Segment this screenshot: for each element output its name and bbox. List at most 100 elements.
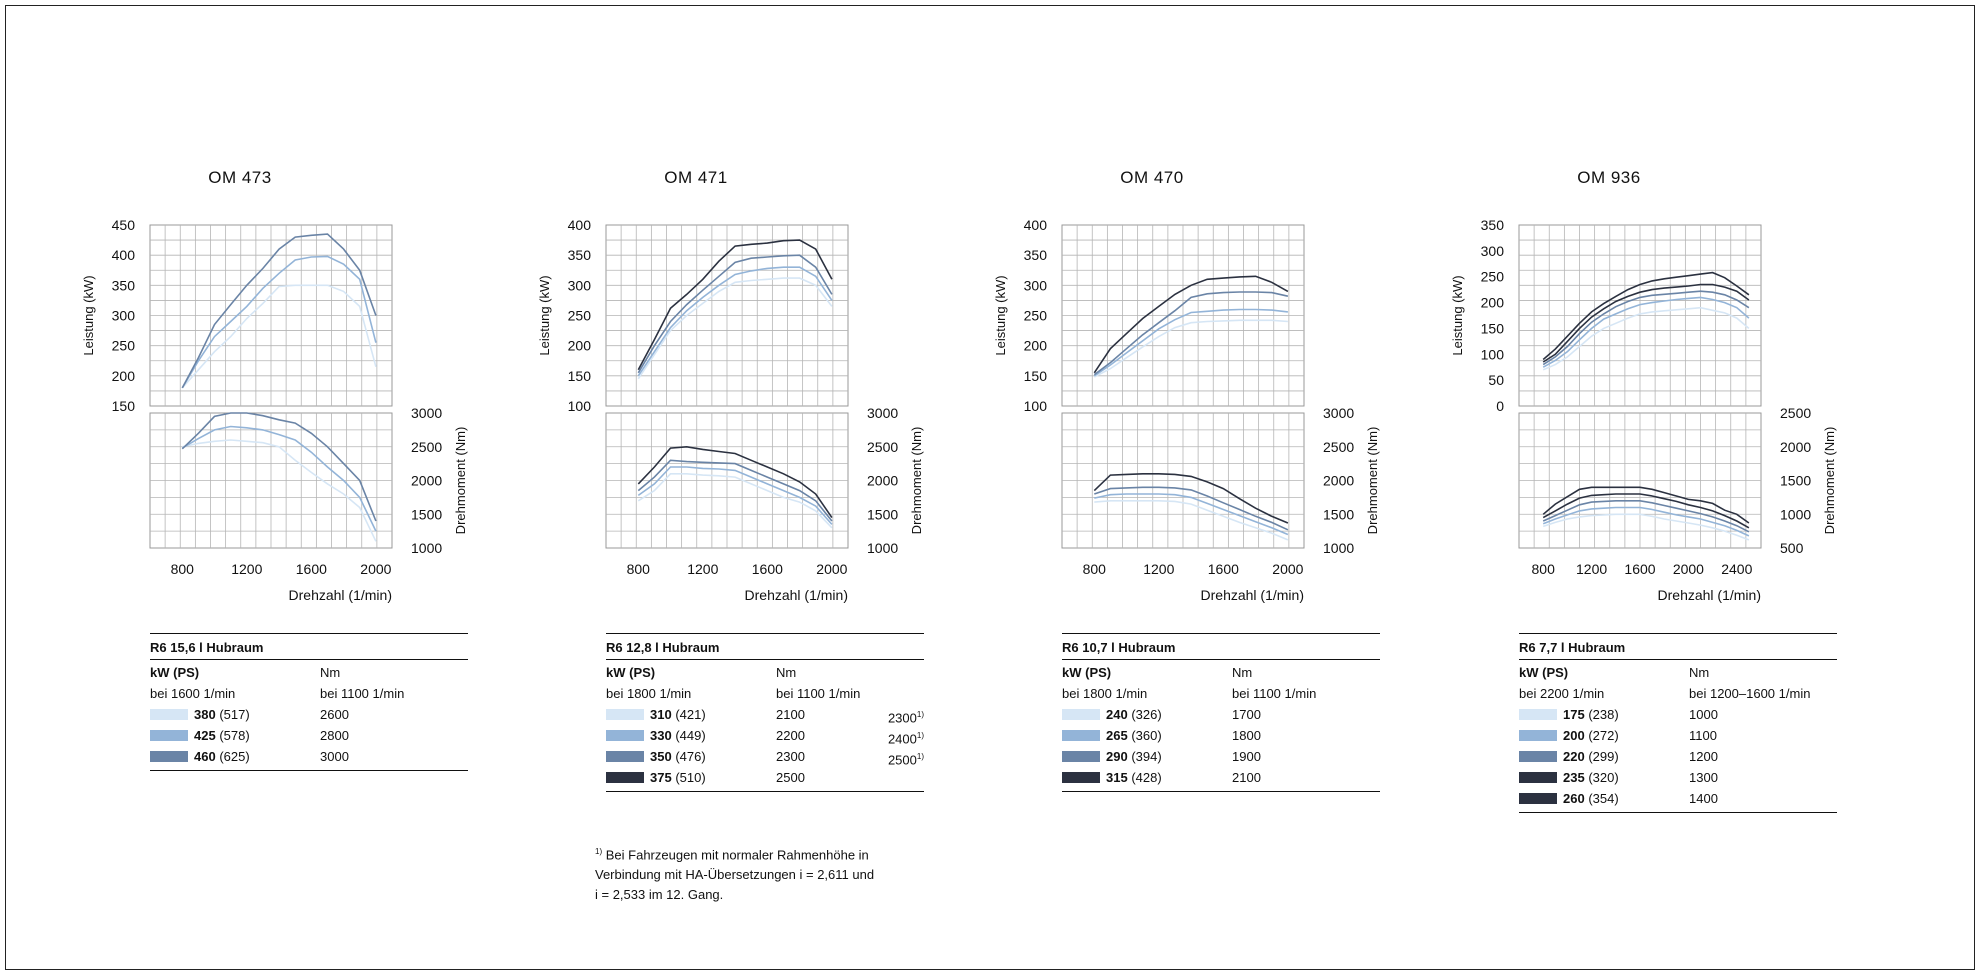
power-tick-label: 100 (1481, 346, 1505, 362)
torque-tick-label: 1000 (1780, 506, 1811, 522)
torque-tick-label: 2000 (867, 473, 898, 489)
x-tick-label: 800 (1083, 561, 1107, 577)
variant-row: 290 (394) 1900 (1062, 746, 1380, 767)
torque-series-line (181, 425, 377, 532)
power-rpm: bei 1600 1/min (150, 686, 236, 701)
variant-row: 380 (517) 2600 (150, 704, 468, 725)
torque-tick-label: 2500 (1323, 439, 1354, 455)
torque-tick-label: 3000 (867, 405, 898, 421)
column-head-row: kW (PS) Nm (150, 662, 468, 683)
torque-series-line (181, 412, 377, 522)
table-rule-bottom (606, 791, 924, 792)
power-axis-label: Leistung (kW) (81, 275, 96, 355)
displacement-value: 7,7 l Hubraum (1539, 640, 1626, 655)
x-tick-label: 800 (171, 561, 195, 577)
nm-header: Nm (1232, 665, 1253, 680)
power-value: 330 (449) (650, 725, 706, 746)
power-tick-label: 350 (568, 247, 592, 263)
torque-value: 2100 (776, 707, 805, 722)
column-head-row: kW (PS) Nm (606, 662, 924, 683)
power-value: 200 (272) (1563, 725, 1619, 746)
variant-row: 175 (238) 1000 (1519, 704, 1837, 725)
torque-value: 1100 (1689, 728, 1717, 743)
power-tick-label: 300 (568, 277, 592, 293)
power-value: 315 (428) (1106, 767, 1162, 788)
power-value: 235 (320) (1563, 767, 1619, 788)
kw-value: 350 (650, 749, 672, 764)
power-series-line (181, 255, 377, 389)
variant-row: 240 (326) 1700 (1062, 704, 1380, 725)
kw-ps-header: kW (PS) (150, 665, 200, 680)
displacement-heading: R6 12,8 l Hubraum (606, 637, 924, 659)
power-series-line (1093, 319, 1288, 378)
power-value: 380 (517) (194, 704, 250, 725)
color-swatch (1519, 793, 1557, 804)
power-tick-label: 200 (1024, 338, 1048, 354)
power-value: 265 (360) (1106, 725, 1162, 746)
torque-tick-label: 500 (1780, 540, 1804, 556)
power-axis-label: Leistung (kW) (993, 275, 1008, 355)
kw-value: 375 (650, 770, 672, 785)
torque-value: 2800 (320, 728, 349, 743)
cylinder-config: R6 (606, 640, 623, 655)
torque-tick-label: 3000 (411, 405, 442, 421)
kw-value: 220 (1563, 749, 1585, 764)
torque-series-line (1542, 506, 1750, 537)
rpm-row: bei 1600 1/min bei 1100 1/min (150, 683, 468, 704)
kw-ps-header: kW (PS) (606, 665, 656, 680)
power-tick-label: 250 (568, 308, 592, 324)
kw-value: 260 (1563, 791, 1585, 806)
spec-table: R6 10,7 l Hubraum kW (PS) Nm bei 1800 1/min… (1062, 633, 1380, 792)
torque-series-line (637, 445, 833, 519)
torque-value: 1800 (1232, 728, 1261, 743)
footnote-line: i = 2,533 im 12. Gang. (595, 887, 724, 903)
power-tick-label: 450 (112, 217, 136, 233)
torque-value: 1000 (1689, 707, 1718, 722)
torque-value: 1900 (1232, 749, 1261, 764)
ps-value: (421) (671, 707, 706, 722)
color-swatch (1062, 751, 1100, 762)
ps-value: (625) (215, 749, 250, 764)
column-head-row: kW (PS) Nm (1519, 662, 1837, 683)
color-swatch (606, 709, 644, 720)
displacement-heading: R6 7,7 l Hubraum (1519, 637, 1837, 659)
torque-value: 1300 (1689, 770, 1718, 785)
torque-grid (1518, 412, 1762, 549)
engine-title: OM 470 (1120, 168, 1184, 187)
kw-value: 380 (194, 707, 216, 722)
power-tick-label: 250 (1024, 308, 1048, 324)
footnote-line: 1) Bei Fahrzeugen mit normaler Rahmenhöh… (595, 847, 869, 863)
torque-tick-label: 1500 (867, 506, 898, 522)
power-tick-label: 100 (1024, 398, 1048, 414)
variant-row: 265 (360) 1800 (1062, 725, 1380, 746)
torque-series-line (637, 472, 833, 529)
ps-value: (449) (671, 728, 706, 743)
spec-table: R6 12,8 l Hubraum kW (PS) Nm bei 1800 1/min… (606, 633, 924, 792)
power-tick-label: 350 (1481, 217, 1505, 233)
kw-value: 425 (194, 728, 216, 743)
power-value: 350 (476) (650, 746, 706, 767)
spec-table: R6 15,6 l Hubraum kW (PS) Nm bei 1600 1/min… (150, 633, 468, 771)
engine-panel-om470: OM 470 400 350 300 250 200 150 100 Leistung (kW… (912, 0, 1392, 972)
power-value: 310 (421) (650, 704, 706, 725)
power-tick-label: 300 (1481, 243, 1505, 259)
power-series-line (1542, 271, 1750, 361)
ps-value: (578) (215, 728, 250, 743)
footnote-ref: 1) (916, 731, 924, 740)
torque-value: 2600 (320, 707, 349, 722)
x-tick-label: 800 (1532, 561, 1556, 577)
displacement-heading: R6 15,6 l Hubraum (150, 637, 468, 659)
kw-value: 235 (1563, 770, 1585, 785)
torque-axis-label: Drehmoment (Nm) (909, 427, 924, 535)
ps-value: (238) (1584, 707, 1619, 722)
torque-series-line (1542, 493, 1750, 529)
torque-grid (605, 412, 849, 549)
torque-axis-label: Drehmoment (Nm) (1822, 427, 1837, 535)
engine-title: OM 473 (208, 168, 272, 187)
kw-ps-header: kW (PS) (1062, 665, 1112, 680)
nm-header: Nm (776, 665, 797, 680)
x-tick-label: 1600 (296, 561, 327, 577)
displacement-value: 15,6 l Hubraum (170, 640, 264, 655)
color-swatch (1519, 751, 1557, 762)
engine-panel-om471: OM 471 400 350 300 250 200 150 100 Leistung (kW… (456, 0, 936, 972)
